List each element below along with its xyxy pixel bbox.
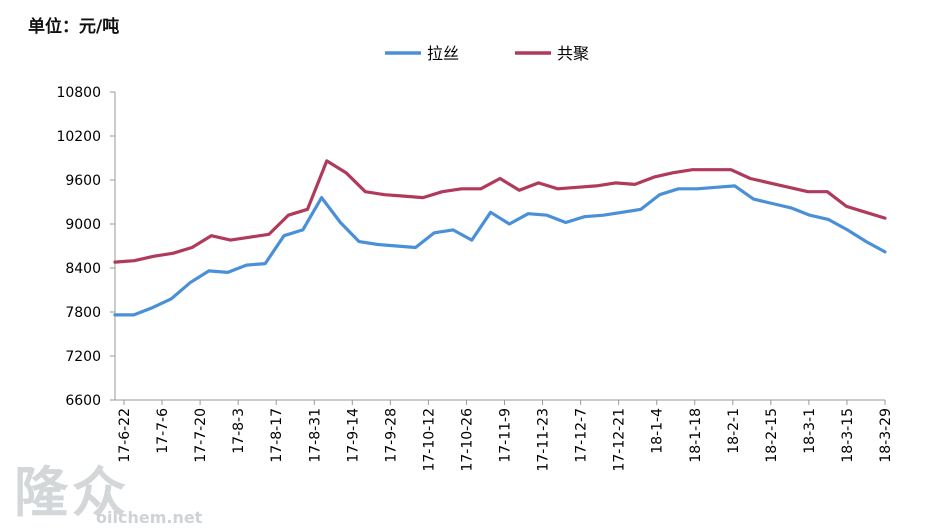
x-tick-label: 17-10-26 (459, 408, 475, 472)
x-tick-label: 18-1-18 (688, 408, 704, 463)
x-tick-label: 17-9-14 (345, 408, 361, 463)
x-tick-label: 17-7-6 (155, 408, 171, 454)
legend-label: 共聚 (557, 44, 589, 63)
watermark: 隆众 oilchem.net (14, 448, 249, 528)
series-lines (113, 159, 887, 317)
x-tick-label: 18-2-15 (764, 408, 780, 463)
y-tick-label: 6600 (65, 393, 101, 409)
x-tick-label: 18-3-29 (878, 408, 894, 463)
y-tick-label: 9000 (65, 217, 101, 233)
x-tick-label: 17-8-17 (269, 408, 285, 463)
x-tick-label: 17-11-23 (536, 408, 552, 472)
x-tick-label: 17-11-9 (498, 408, 514, 463)
y-tick-label: 7200 (65, 349, 101, 365)
y-tick-label: 9600 (65, 173, 101, 189)
y-tick-label: 7800 (65, 305, 101, 321)
unit-label: 单位：元/吨 (28, 17, 120, 37)
x-tick-label: 17-9-28 (383, 408, 399, 463)
x-tick-label: 18-1-4 (650, 408, 666, 454)
y-tick-label: 10200 (56, 129, 101, 145)
x-tick-label: 17-12-7 (574, 408, 590, 463)
chart-legend: 拉丝 共聚 (385, 44, 589, 63)
tick-labels: 6600 7200 7800 8400 9000 9600 10200 10800 17-6-2… (56, 85, 894, 472)
series-line (113, 184, 887, 317)
x-tick-label: 17-12-21 (612, 408, 628, 472)
series-line (113, 159, 887, 264)
x-tick-label: 18-2-1 (726, 408, 742, 454)
legend-label: 拉丝 (427, 44, 459, 63)
chart-axes (110, 91, 886, 405)
y-tick-label: 8400 (65, 261, 101, 277)
x-tick-label: 17-10-12 (421, 408, 437, 472)
x-tick-label: 17-8-3 (231, 408, 247, 454)
x-tick-label: 17-7-20 (193, 408, 209, 463)
x-tick-label: 18-3-15 (840, 408, 856, 463)
x-tick-label: 17-8-31 (307, 408, 323, 463)
x-tick-label: 17-6-22 (117, 408, 133, 463)
watermark-logo: 隆众 (14, 461, 130, 524)
watermark-url: oilchem.net (96, 508, 203, 527)
x-tick-label: 18-3-1 (802, 408, 818, 454)
y-tick-label: 10800 (56, 85, 101, 101)
